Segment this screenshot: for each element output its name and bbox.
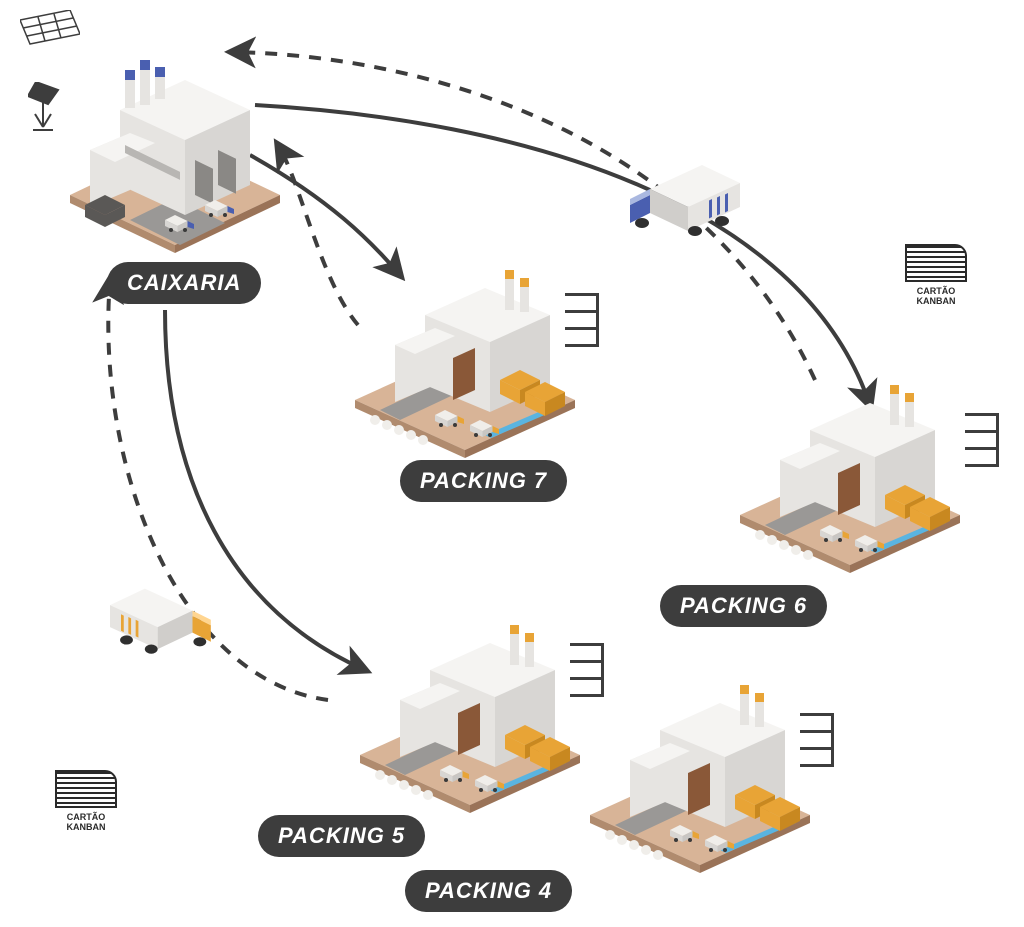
factory-packing7 bbox=[355, 270, 575, 460]
factory-packing5 bbox=[360, 625, 580, 815]
kanban-card-right: CARTÃO KANBAN bbox=[905, 244, 967, 306]
kanban-card-left: CARTÃO KANBAN bbox=[55, 770, 117, 832]
label-packing6: PACKING 6 bbox=[660, 585, 827, 627]
label-caixaria: CAIXARIA bbox=[107, 262, 261, 304]
rack-icon-packing5 bbox=[570, 643, 604, 697]
rack-icon-packing6 bbox=[965, 413, 999, 467]
truck-orange bbox=[110, 588, 220, 658]
truck-blue bbox=[620, 165, 740, 240]
satellite-dish-icon bbox=[28, 82, 66, 132]
kanban-label: CARTÃO KANBAN bbox=[905, 286, 967, 306]
label-packing7: PACKING 7 bbox=[400, 460, 567, 502]
factory-packing6 bbox=[740, 385, 960, 575]
factory-packing4 bbox=[590, 685, 810, 875]
factory-caixaria bbox=[70, 55, 280, 255]
label-packing5: PACKING 5 bbox=[258, 815, 425, 857]
rack-icon-packing7 bbox=[565, 293, 599, 347]
solar-panel-icon bbox=[20, 10, 80, 52]
rack-icon-packing4 bbox=[800, 713, 834, 767]
label-packing4: PACKING 4 bbox=[405, 870, 572, 912]
kanban-label: CARTÃO KANBAN bbox=[55, 812, 117, 832]
